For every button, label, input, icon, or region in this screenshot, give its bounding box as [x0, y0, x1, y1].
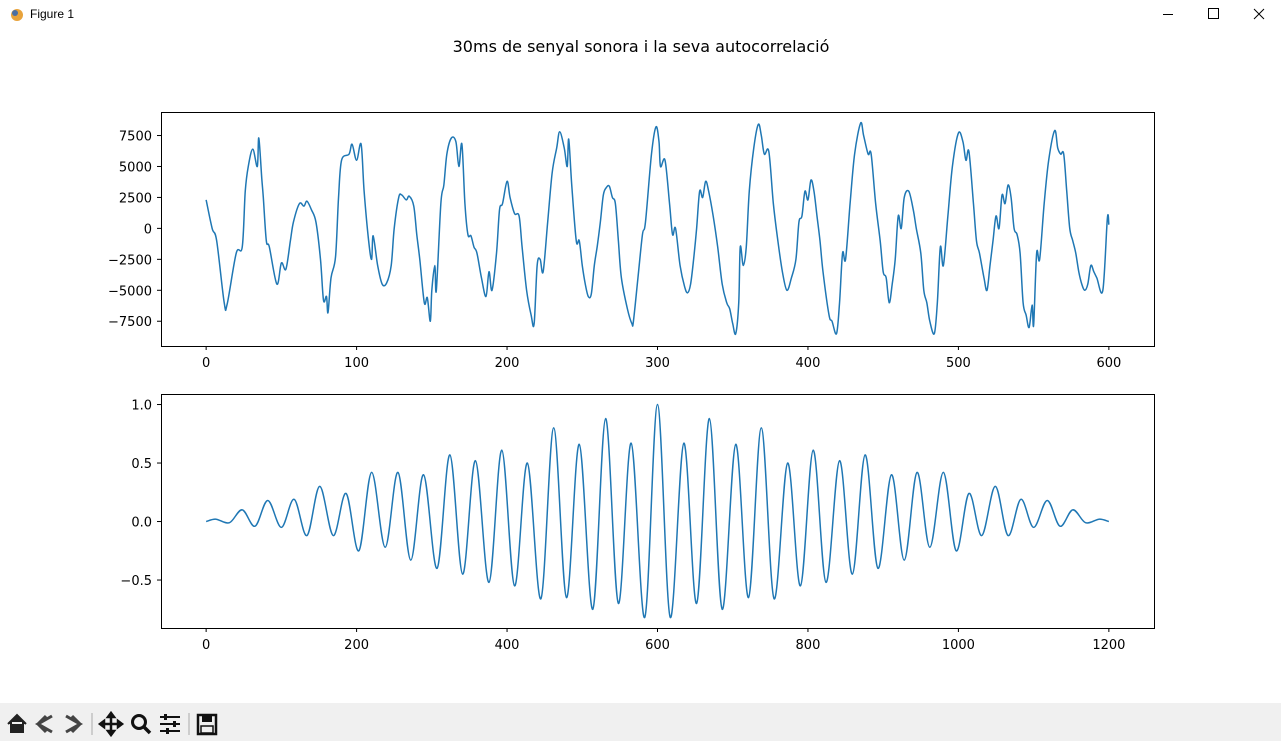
y-tick-label: 0.0 [131, 516, 152, 531]
x-tick-label: 800 [796, 638, 821, 653]
x-tick-label: 0 [202, 638, 210, 653]
subplots-button[interactable] [160, 716, 180, 732]
zoom-button[interactable] [131, 714, 147, 730]
x-tick-label: 0 [202, 356, 210, 371]
x-tick-label: 600 [1096, 356, 1121, 371]
x-tick-label: 600 [645, 638, 670, 653]
signal-line [205, 403, 1110, 619]
x-tick-label: 1000 [942, 638, 975, 653]
y-tick-label: 5000 [119, 160, 152, 175]
figure-title: 30ms de senyal sonora i la seva autocorr… [453, 37, 830, 56]
axes-frame [161, 112, 1155, 347]
y-tick-label: −2500 [108, 253, 152, 268]
x-tick-label: 1200 [1092, 638, 1125, 653]
pan-button[interactable] [97, 710, 125, 738]
x-tick-label: 400 [495, 638, 520, 653]
toolbar [0, 703, 1281, 741]
window-controls[interactable] [1151, 0, 1281, 30]
window-title: Figure 1 [30, 7, 75, 21]
y-tick-label: 0 [144, 222, 152, 237]
x-tick-label: 500 [946, 356, 971, 371]
back-button[interactable] [34, 714, 53, 734]
y-tick-label: −7500 [108, 315, 152, 330]
title-bar: Figure 1 [0, 0, 1281, 30]
save-button[interactable] [196, 713, 218, 736]
y-tick-label: 2500 [119, 191, 152, 206]
y-tick-label: −0.5 [120, 574, 152, 589]
y-tick-label: 1.0 [131, 399, 152, 414]
figure: 30ms de senyal sonora i la seva autocorr… [108, 37, 1155, 653]
y-tick-label: −5000 [108, 284, 152, 299]
x-tick-label: 100 [344, 356, 369, 371]
axes-frame [161, 394, 1155, 629]
x-tick-label: 200 [495, 356, 520, 371]
home-button[interactable] [7, 713, 27, 733]
forward-button[interactable] [65, 714, 84, 734]
x-tick-label: 300 [645, 356, 670, 371]
y-tick-label: 0.5 [131, 457, 152, 472]
x-tick-label: 200 [344, 638, 369, 653]
maximize-button[interactable] [1208, 8, 1219, 19]
y-tick-label: 7500 [119, 130, 152, 145]
signal-line [205, 121, 1110, 336]
app-icon [11, 9, 23, 21]
x-tick-label: 400 [796, 356, 821, 371]
close-button[interactable] [1253, 8, 1265, 20]
toolbar-buttons [7, 710, 218, 738]
